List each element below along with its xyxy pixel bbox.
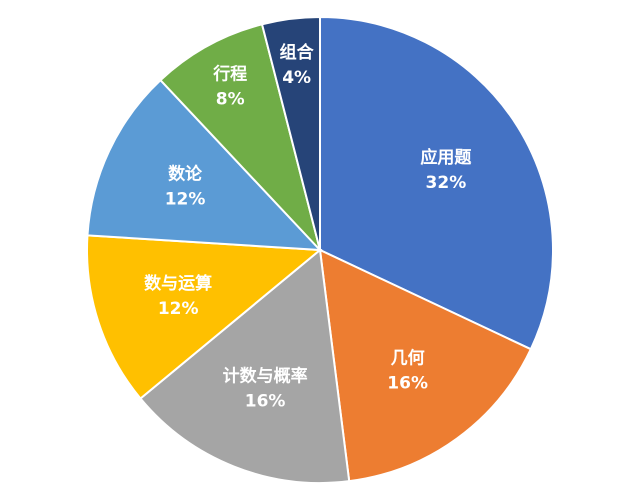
slice-value: 8% <box>216 90 245 110</box>
slice-label: 行程 <box>212 64 247 85</box>
pie-slice <box>86 234 323 400</box>
slice-label: 数与运算 <box>144 273 212 294</box>
slice-label: 几何 <box>391 348 425 369</box>
pie-slice <box>319 15 554 351</box>
slice-value: 12% <box>158 299 199 319</box>
slice-label: 组合 <box>280 42 315 63</box>
pie-slice <box>318 248 533 483</box>
slice-value: 16% <box>245 392 286 412</box>
pie-slice <box>260 15 321 251</box>
pie-slice <box>159 23 321 251</box>
pie-slice <box>86 78 323 252</box>
slice-value: 12% <box>165 190 206 210</box>
slice-label: 计数与概率 <box>223 366 308 387</box>
pie-slice <box>139 248 351 484</box>
slice-value: 16% <box>387 374 428 394</box>
slice-value: 4% <box>282 68 311 88</box>
slice-label: 数论 <box>168 164 203 185</box>
slice-value: 32% <box>426 173 467 193</box>
slice-label: 应用题 <box>420 147 472 168</box>
